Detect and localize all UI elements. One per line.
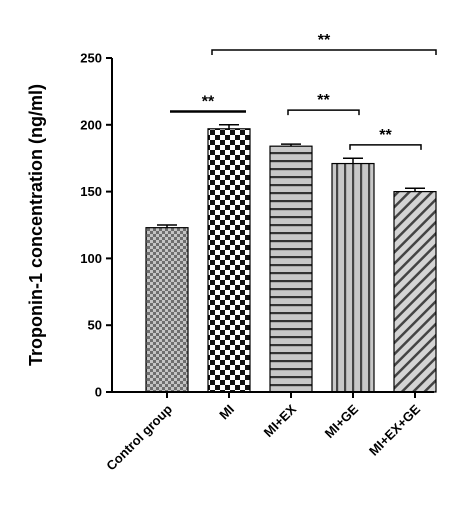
bar-mi-ex-ge [393,191,437,393]
y-tick-label: 150 [80,184,102,199]
x-axis: Control group MI MI+EX MI+GE MI+EX+GE [103,391,434,473]
x-tick-label: Control group [103,401,175,473]
significance-bracket [211,49,437,55]
bars [145,124,437,393]
significance-annotations: ** ** ** ** [170,32,437,150]
y-axis-title: Troponin-1 concentration (ng/ml) [26,84,46,366]
bar-control-group [145,227,189,393]
bar-mi [207,128,251,393]
y-tick-label: 100 [80,251,102,266]
y-tick-label: 200 [80,117,102,132]
x-tick-label: MI+EX+GE [366,401,423,458]
y-tick-label: 50 [88,318,102,333]
y-axis: 0 50 100 150 200 250 [80,51,113,400]
significance-bracket [349,144,422,150]
x-tick-label: MI+EX [261,401,300,440]
y-tick-label: 0 [95,385,102,400]
bar-mi-ge [331,162,375,393]
significance-bracket [287,109,360,116]
significance-label: ** [318,32,331,49]
y-tick-label: 250 [80,51,102,66]
x-tick-label: MI [216,402,237,423]
bar-mi-ex [269,145,313,393]
significance-label: ** [379,127,392,144]
x-tick-label: MI+GE [322,401,362,441]
significance-label: ** [202,93,215,110]
significance-label: ** [317,92,330,109]
